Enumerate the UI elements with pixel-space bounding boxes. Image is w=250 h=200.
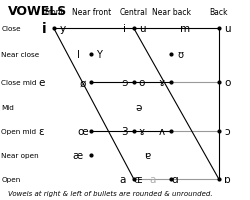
Text: ɒ: ɒ <box>224 174 231 184</box>
Text: Central: Central <box>120 8 148 17</box>
Text: ø: ø <box>79 78 86 88</box>
Text: Back: Back <box>210 8 228 17</box>
Text: ɤ: ɤ <box>139 126 145 136</box>
Text: Open: Open <box>1 176 20 182</box>
Text: e: e <box>38 78 44 88</box>
Text: y: y <box>60 24 66 34</box>
Text: VOWELS: VOWELS <box>8 5 67 18</box>
Text: Y: Y <box>96 50 102 60</box>
Text: u: u <box>139 24 145 34</box>
Text: Vowels at right & left of bullets are rounded & unrounded.: Vowels at right & left of bullets are ro… <box>8 190 212 196</box>
Text: Mid: Mid <box>1 104 14 110</box>
Text: Near front: Near front <box>72 8 111 17</box>
Text: ʌ: ʌ <box>159 126 165 136</box>
Text: u: u <box>224 24 231 34</box>
Text: æ: æ <box>72 150 83 160</box>
Text: ɑ: ɑ <box>172 174 178 184</box>
Text: o: o <box>224 78 231 88</box>
Text: Near open: Near open <box>1 152 39 158</box>
Text: ɵ: ɵ <box>139 78 145 88</box>
Text: Open mid: Open mid <box>1 128 36 134</box>
Text: ɔ: ɔ <box>225 126 230 136</box>
Text: I: I <box>77 50 80 60</box>
Text: ɘ: ɘ <box>121 78 128 88</box>
Text: Front: Front <box>44 8 64 17</box>
Text: i: i <box>42 22 46 36</box>
Text: ə: ə <box>136 102 142 112</box>
Text: Near close: Near close <box>1 52 40 58</box>
Text: Near back: Near back <box>152 8 191 17</box>
Text: m: m <box>180 24 190 34</box>
Text: ɶ: ɶ <box>133 174 142 184</box>
Text: ɐ: ɐ <box>144 150 150 160</box>
Text: ɛ: ɛ <box>38 126 44 136</box>
Text: Close: Close <box>1 26 21 32</box>
Text: a: a <box>119 174 126 184</box>
Text: Close mid: Close mid <box>1 80 37 86</box>
Text: ɤ: ɤ <box>159 78 165 88</box>
Text: a: a <box>150 174 156 184</box>
Text: i: i <box>123 24 126 34</box>
Text: œ: œ <box>77 126 88 136</box>
Text: ʊ: ʊ <box>177 50 183 60</box>
Text: 3: 3 <box>121 126 128 136</box>
